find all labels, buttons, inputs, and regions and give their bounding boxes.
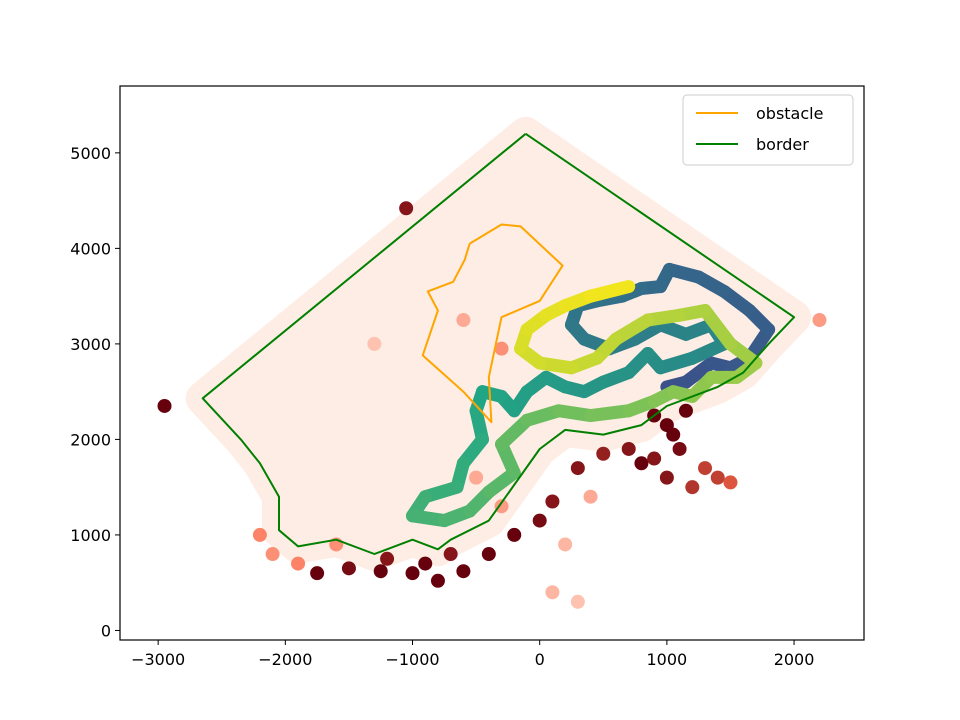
x-tick-label: 1000 (647, 650, 688, 669)
obstacle-line (421, 223, 564, 424)
heat-point (545, 585, 560, 600)
heat-point (659, 470, 674, 485)
heat-point (647, 451, 662, 466)
y-tick-label: 2000 (70, 430, 111, 449)
heat-point (570, 594, 585, 609)
heat-point (157, 398, 172, 413)
heat-point (418, 556, 433, 571)
heat-point (481, 547, 496, 562)
heat-scatter-layer (157, 201, 827, 609)
y-tick-label: 1000 (70, 526, 111, 545)
trajectory-layer (406, 262, 776, 528)
y-axis: 0 1000 2000 3000 4000 5000 (70, 144, 120, 640)
y-tick-label: 3000 (70, 335, 111, 354)
x-tick-label: 2000 (774, 650, 815, 669)
heat-point (532, 513, 547, 528)
heat-point (812, 313, 827, 328)
plot-frame (119, 85, 865, 641)
heat-point (710, 470, 725, 485)
heat-point (367, 336, 382, 351)
x-axis: −3000 −2000 −1000 0 1000 2000 (131, 640, 814, 669)
line-series-layer (201, 132, 796, 555)
heat-point (373, 564, 388, 579)
trajectory-segment (698, 303, 737, 351)
heat-point (494, 499, 509, 514)
heat-point (443, 547, 458, 562)
heat-point (666, 427, 681, 442)
y-tick-label: 0 (101, 621, 111, 640)
trajectory-segment (584, 280, 636, 303)
x-tick-label: 0 (535, 650, 545, 669)
heat-point (456, 313, 471, 328)
heat-point (252, 527, 267, 542)
heat-point (291, 556, 306, 571)
heat-point (723, 475, 738, 490)
heat-point (341, 561, 356, 576)
legend-label-obstacle: obstacle (756, 104, 823, 123)
heat-point (405, 566, 420, 581)
x-tick-label: −3000 (131, 650, 185, 669)
x-tick-label: −2000 (258, 650, 312, 669)
heat-point (456, 564, 471, 579)
heat-point (685, 480, 700, 495)
heat-point (678, 403, 693, 418)
heat-point (570, 461, 585, 476)
border-line (201, 132, 796, 555)
x-tick-label: −1000 (385, 650, 439, 669)
heat-point (545, 494, 560, 509)
legend-label-border: border (756, 135, 809, 154)
heat-point (596, 446, 611, 461)
y-tick-label: 4000 (70, 239, 111, 258)
heat-point (430, 573, 445, 588)
y-tick-label: 5000 (70, 144, 111, 163)
heat-point (558, 537, 573, 552)
heat-point (583, 489, 598, 504)
heat-point (621, 441, 636, 456)
heat-point (698, 461, 713, 476)
heat-point (380, 551, 395, 566)
heat-point (507, 527, 522, 542)
heat-point (469, 470, 484, 485)
heat-point (494, 341, 509, 356)
legend: obstacle border (682, 94, 854, 166)
heat-point (310, 566, 325, 581)
heat-point (672, 441, 687, 456)
heat-point (399, 201, 414, 216)
heat-point (265, 547, 280, 562)
heat-point (634, 456, 649, 471)
